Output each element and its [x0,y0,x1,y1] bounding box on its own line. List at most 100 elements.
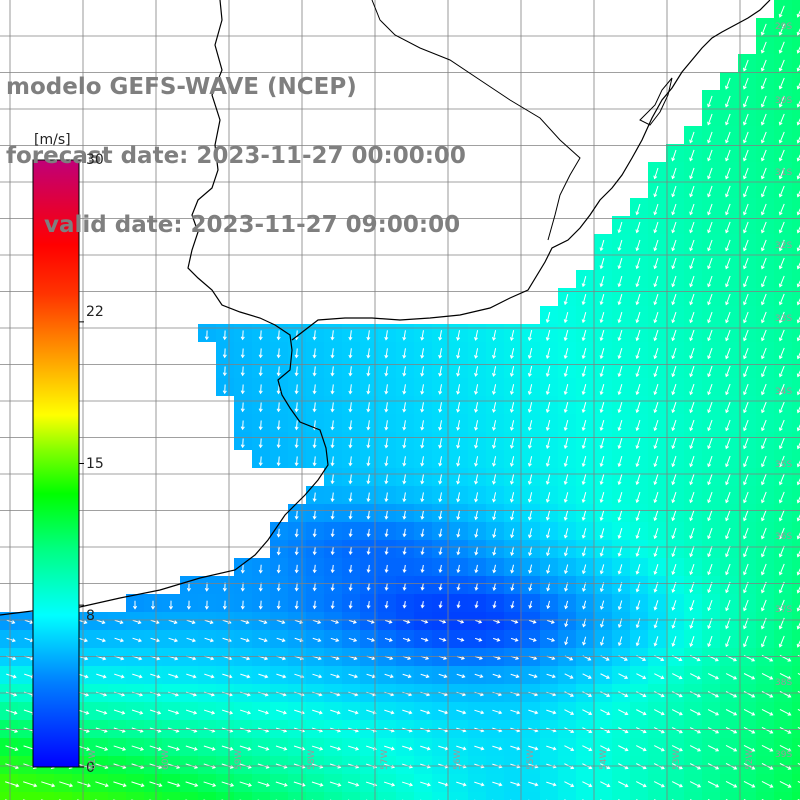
wind-arrow [600,727,611,734]
wind-cell [396,792,414,800]
wind-arrow [312,637,322,643]
lat-label: 29S [775,22,793,32]
wind-arrow [635,329,641,342]
wind-arrow [582,600,587,610]
wind-arrow [796,370,800,378]
wind-arrow [743,383,749,396]
wind-arrow [617,455,623,468]
wind-arrow [420,420,425,431]
wind-arrow [689,437,695,450]
wind-arrow [653,745,665,752]
wind-arrow [582,727,593,734]
wind-arrow [276,582,281,592]
wind-cell [792,432,800,450]
lon-label: 54W [599,749,609,770]
wind-arrow [527,402,533,413]
wind-arrow [689,365,695,378]
wind-cell [324,792,342,800]
wind-arrow [240,619,250,625]
wind-arrow [438,330,443,341]
wind-arrow [294,456,299,467]
wind-arrow [635,600,641,611]
wind-arrow [707,727,720,734]
lon-label: 52W [745,749,755,770]
wind-arrow [348,637,358,642]
wind-arrow [725,185,731,198]
lat-label: 31S [775,168,793,178]
wind-arrow [796,208,800,216]
wind-arrow [778,563,785,576]
wind-arrow [348,619,357,624]
wind-arrow [330,619,340,624]
wind-arrow [760,635,767,648]
wind-arrow [276,546,281,556]
wind-cell [414,792,432,800]
wind-arrow [456,709,467,715]
wind-arrow [635,347,641,360]
wind-arrow [796,460,800,468]
colorbar [32,159,80,768]
wind-arrow [420,474,425,485]
wind-arrow [402,601,407,609]
wind-arrow [420,492,425,503]
wind-arrow [545,384,551,395]
wind-cell [792,198,800,216]
wind-arrow [599,510,605,521]
wind-cell [792,558,800,576]
wind-arrow [689,257,695,270]
wind-arrow [689,509,695,522]
wind-arrow [617,257,623,270]
wind-arrow [689,293,695,306]
wind-arrow [761,691,774,698]
wind-arrow [707,563,713,576]
wind-arrow [707,401,713,414]
wind-arrow [420,582,425,591]
wind-cell [342,792,360,800]
wind-arrow [653,401,659,414]
wind-cell [126,792,144,800]
wind-arrow [581,582,587,592]
wind-arrow [222,582,227,592]
wind-arrow [402,528,407,538]
wind-arrow [743,401,749,414]
wind-arrow [438,601,443,609]
wind-arrow [510,510,515,521]
valid-date: valid date: 2023-11-27 09:00:00 [44,212,461,238]
wind-cell [738,792,756,800]
forecast-date: forecast date: 2023-11-27 00:00:00 [6,143,466,169]
wind-arrow [761,709,774,716]
wind-arrow [294,600,299,610]
wind-arrow [707,473,713,486]
wind-arrow [635,527,641,540]
wind-arrow [671,473,677,486]
wind-arrow [240,582,245,592]
wind-arrow [618,709,629,716]
wind-arrow [725,509,731,522]
wind-arrow [312,709,323,715]
wind-arrow [312,492,317,503]
wind-arrow [635,509,641,522]
wind-arrow [760,221,767,234]
wind-cell [792,108,800,126]
wind-arrow [725,383,731,396]
wind-arrow [275,781,288,787]
wind-arrow [474,528,479,538]
wind-arrow [420,348,425,359]
wind-arrow [725,781,738,788]
wind-arrow [760,167,767,180]
wind-arrow [402,673,412,679]
wind-arrow [509,384,515,395]
wind-arrow [778,5,785,18]
wind-arrow [653,185,659,198]
wind-arrow [760,23,767,36]
wind-arrow [114,619,124,625]
wind-cell [792,252,800,270]
wind-arrow [779,744,792,752]
wind-arrow [438,366,443,377]
wind-arrow [689,419,695,432]
wind-arrow [779,673,792,680]
lat-label: 34S [775,387,793,397]
wind-arrow [599,420,605,432]
wind-arrow [778,221,785,234]
wind-cell [792,270,800,288]
